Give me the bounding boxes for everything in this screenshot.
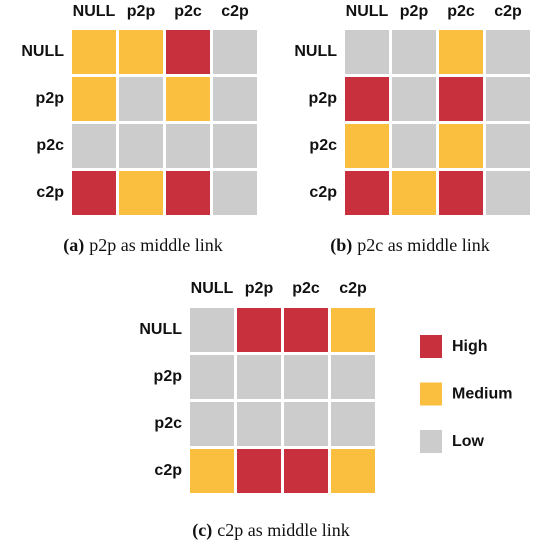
cell [392, 77, 436, 121]
cell [237, 308, 281, 352]
row-label: NULL [294, 43, 337, 60]
cell [237, 402, 281, 446]
column-label: p2c [292, 280, 320, 297]
cell [190, 402, 234, 446]
cell [119, 77, 163, 121]
column-label: c2p [221, 3, 249, 20]
cell [213, 30, 257, 74]
cell [190, 308, 234, 352]
column-label: p2p [127, 3, 156, 20]
cell [392, 171, 436, 215]
cell [237, 449, 281, 493]
row-label: c2p [36, 184, 64, 201]
cell [331, 402, 375, 446]
cell [72, 124, 116, 168]
cell [119, 30, 163, 74]
cell [72, 30, 116, 74]
cell [392, 124, 436, 168]
cell [284, 402, 328, 446]
legend-label: Medium [452, 386, 512, 403]
cell [439, 124, 483, 168]
cell [439, 171, 483, 215]
row-label: p2c [309, 137, 337, 154]
cell [166, 30, 210, 74]
cell [439, 30, 483, 74]
cell [331, 355, 375, 399]
caption-text: c2p as middle link [217, 520, 349, 540]
column-label: NULL [191, 280, 234, 297]
cell [237, 355, 281, 399]
cell [331, 308, 375, 352]
cell [166, 171, 210, 215]
column-label: NULL [346, 3, 389, 20]
cell [345, 124, 389, 168]
caption: (a) p2p as middle link [63, 235, 223, 256]
cell [190, 449, 234, 493]
row-label: c2p [154, 462, 182, 479]
cell [72, 171, 116, 215]
cell [166, 77, 210, 121]
column-label: p2p [245, 280, 274, 297]
cell [119, 124, 163, 168]
column-label: p2p [400, 3, 429, 20]
cell [213, 77, 257, 121]
caption-text: p2p as middle link [89, 235, 223, 255]
row-label: p2p [154, 368, 183, 385]
row-label: p2c [154, 415, 182, 432]
row-label: NULL [139, 321, 182, 338]
cell [190, 355, 234, 399]
cell [213, 124, 257, 168]
column-label: p2c [447, 3, 475, 20]
row-label: NULL [21, 43, 64, 60]
cell [331, 449, 375, 493]
caption-label: (a) [63, 235, 84, 256]
column-label: c2p [339, 280, 367, 297]
cell [119, 171, 163, 215]
row-label: p2c [36, 137, 64, 154]
caption-label: (c) [192, 520, 212, 541]
cell [166, 124, 210, 168]
caption: (c) c2p as middle link [192, 520, 349, 541]
legend-label: High [452, 338, 488, 355]
cell [345, 171, 389, 215]
caption: (b) p2c as middle link [330, 235, 489, 256]
cell [392, 30, 436, 74]
cell [213, 171, 257, 215]
row-label: p2p [309, 90, 338, 107]
cell [284, 449, 328, 493]
row-label: c2p [309, 184, 337, 201]
column-label: p2c [174, 3, 202, 20]
cell [284, 308, 328, 352]
column-label: NULL [73, 3, 116, 20]
cell [486, 124, 530, 168]
caption-text: p2c as middle link [357, 235, 489, 255]
cell [486, 77, 530, 121]
cell [486, 30, 530, 74]
cell [72, 77, 116, 121]
legend-swatch [420, 335, 442, 358]
cell [284, 355, 328, 399]
cell [345, 30, 389, 74]
legend-label: Low [452, 433, 485, 450]
row-label: p2p [36, 90, 65, 107]
cell [345, 77, 389, 121]
cell [486, 171, 530, 215]
column-label: c2p [494, 3, 522, 20]
legend-swatch [420, 382, 442, 406]
legend-swatch [420, 430, 442, 453]
caption-label: (b) [330, 235, 352, 256]
cell [439, 77, 483, 121]
